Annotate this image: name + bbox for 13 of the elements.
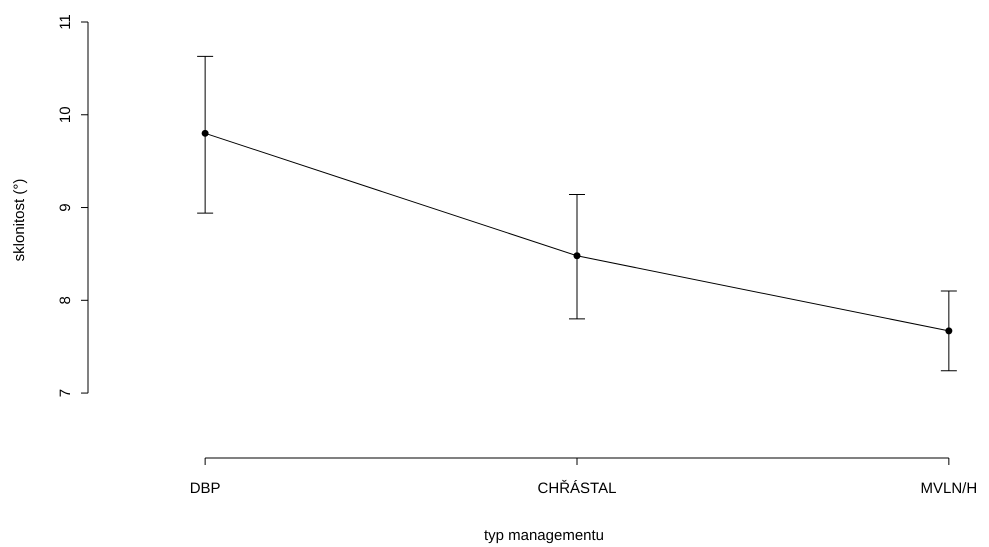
x-axis-title: typ managementu <box>484 527 604 544</box>
x-tick-label: MVLN/H <box>920 480 978 497</box>
y-tick-label: 9 <box>57 203 74 212</box>
point <box>945 327 952 334</box>
y-tick-label: 10 <box>57 106 74 124</box>
x-tick-label: DBP <box>190 480 221 497</box>
y-tick-label: 11 <box>57 14 74 30</box>
y-tick-label: 7 <box>57 388 74 398</box>
x-tick-label: CHŘÁSTAL <box>538 479 616 497</box>
point <box>202 130 209 137</box>
y-tick-label: 8 <box>57 296 74 304</box>
y-axis-title: sklonitost (°) <box>11 178 28 262</box>
point <box>573 252 580 260</box>
